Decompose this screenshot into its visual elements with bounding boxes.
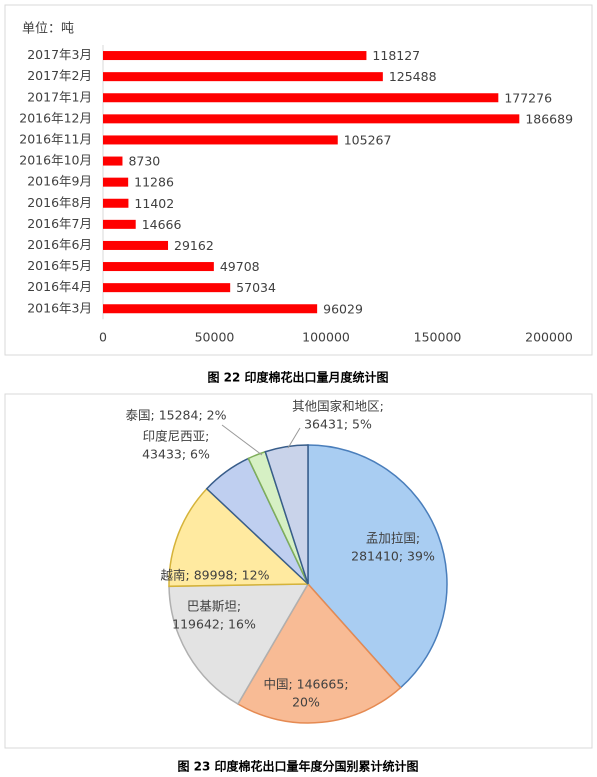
y-tick-label: 2017年2月 [27,68,92,83]
y-tick-label: 2016年9月 [27,174,92,189]
x-tick-label: 200000 [525,330,573,345]
x-tick-label: 100000 [302,330,350,345]
y-tick-label: 2016年5月 [27,258,92,273]
y-tick-label: 2016年4月 [27,279,92,294]
bar [103,262,214,272]
data-label: 8730 [128,154,160,169]
data-label: 49708 [220,259,260,274]
data-label: 177276 [504,90,552,105]
data-label: 125488 [389,69,437,84]
bar [103,283,231,293]
data-label: 119642; 16% [172,617,256,632]
data-label: 印度尼西亚; [143,429,210,444]
bar [103,219,136,229]
caption: 图 22 印度棉花出口量月度统计图 [207,370,388,385]
data-label: 中国; 146665; [263,677,348,692]
data-label: 186689 [525,111,573,126]
unit-label: 单位：吨 [22,22,74,37]
y-tick-label: 2016年12月 [19,110,92,125]
bar [103,304,318,314]
y-tick-label: 2016年10月 [19,153,92,168]
data-label: 96029 [323,301,363,316]
data-label: 43433; 6% [142,447,210,462]
data-label: 36431; 5% [304,417,372,432]
y-tick-label: 2016年7月 [27,216,92,231]
bar [103,51,367,61]
x-tick-label: 50000 [195,330,235,345]
y-tick-label: 2016年11月 [19,131,92,146]
y-tick-label: 2016年6月 [27,237,92,252]
bar [103,198,129,208]
data-label: 11402 [134,196,174,211]
bar [103,72,383,82]
data-label: 281410; 39% [351,549,435,564]
pie-slice [168,583,310,706]
caption: 图 23 印度棉花出口量年度分国别累计统计图 [177,759,418,774]
y-tick-label: 2017年3月 [27,47,92,62]
y-tick-label: 2016年8月 [27,195,92,210]
leader-line [287,427,301,449]
data-label: 105267 [344,132,392,147]
data-label: 其他国家和地区; [292,399,384,414]
bar [103,135,338,145]
data-label: 57034 [236,280,276,295]
pie-slice [236,582,402,724]
bar [103,114,520,124]
bar [103,240,169,250]
bar [103,177,129,187]
bar [103,93,499,103]
data-label: 越南; 89998; 12% [161,568,270,583]
data-label: 118127 [372,48,420,63]
y-tick-label: 2017年1月 [27,89,92,104]
data-label: 11286 [134,175,174,190]
leader-line [221,424,263,456]
x-tick-label: 0 [99,330,107,345]
y-tick-label: 2016年3月 [27,300,92,315]
pie-slice [307,444,448,689]
data-label: 20% [292,695,320,710]
pie-slice [168,487,310,588]
pie-slice [264,444,309,585]
x-tick-label: 150000 [414,330,462,345]
bar [103,156,123,166]
data-label: 14666 [142,217,182,232]
data-label: 泰国; 15284; 2% [126,408,227,423]
data-label: 29162 [174,238,214,253]
data-label: 巴基斯坦; [187,599,241,614]
data-label: 孟加拉国; [366,531,420,546]
